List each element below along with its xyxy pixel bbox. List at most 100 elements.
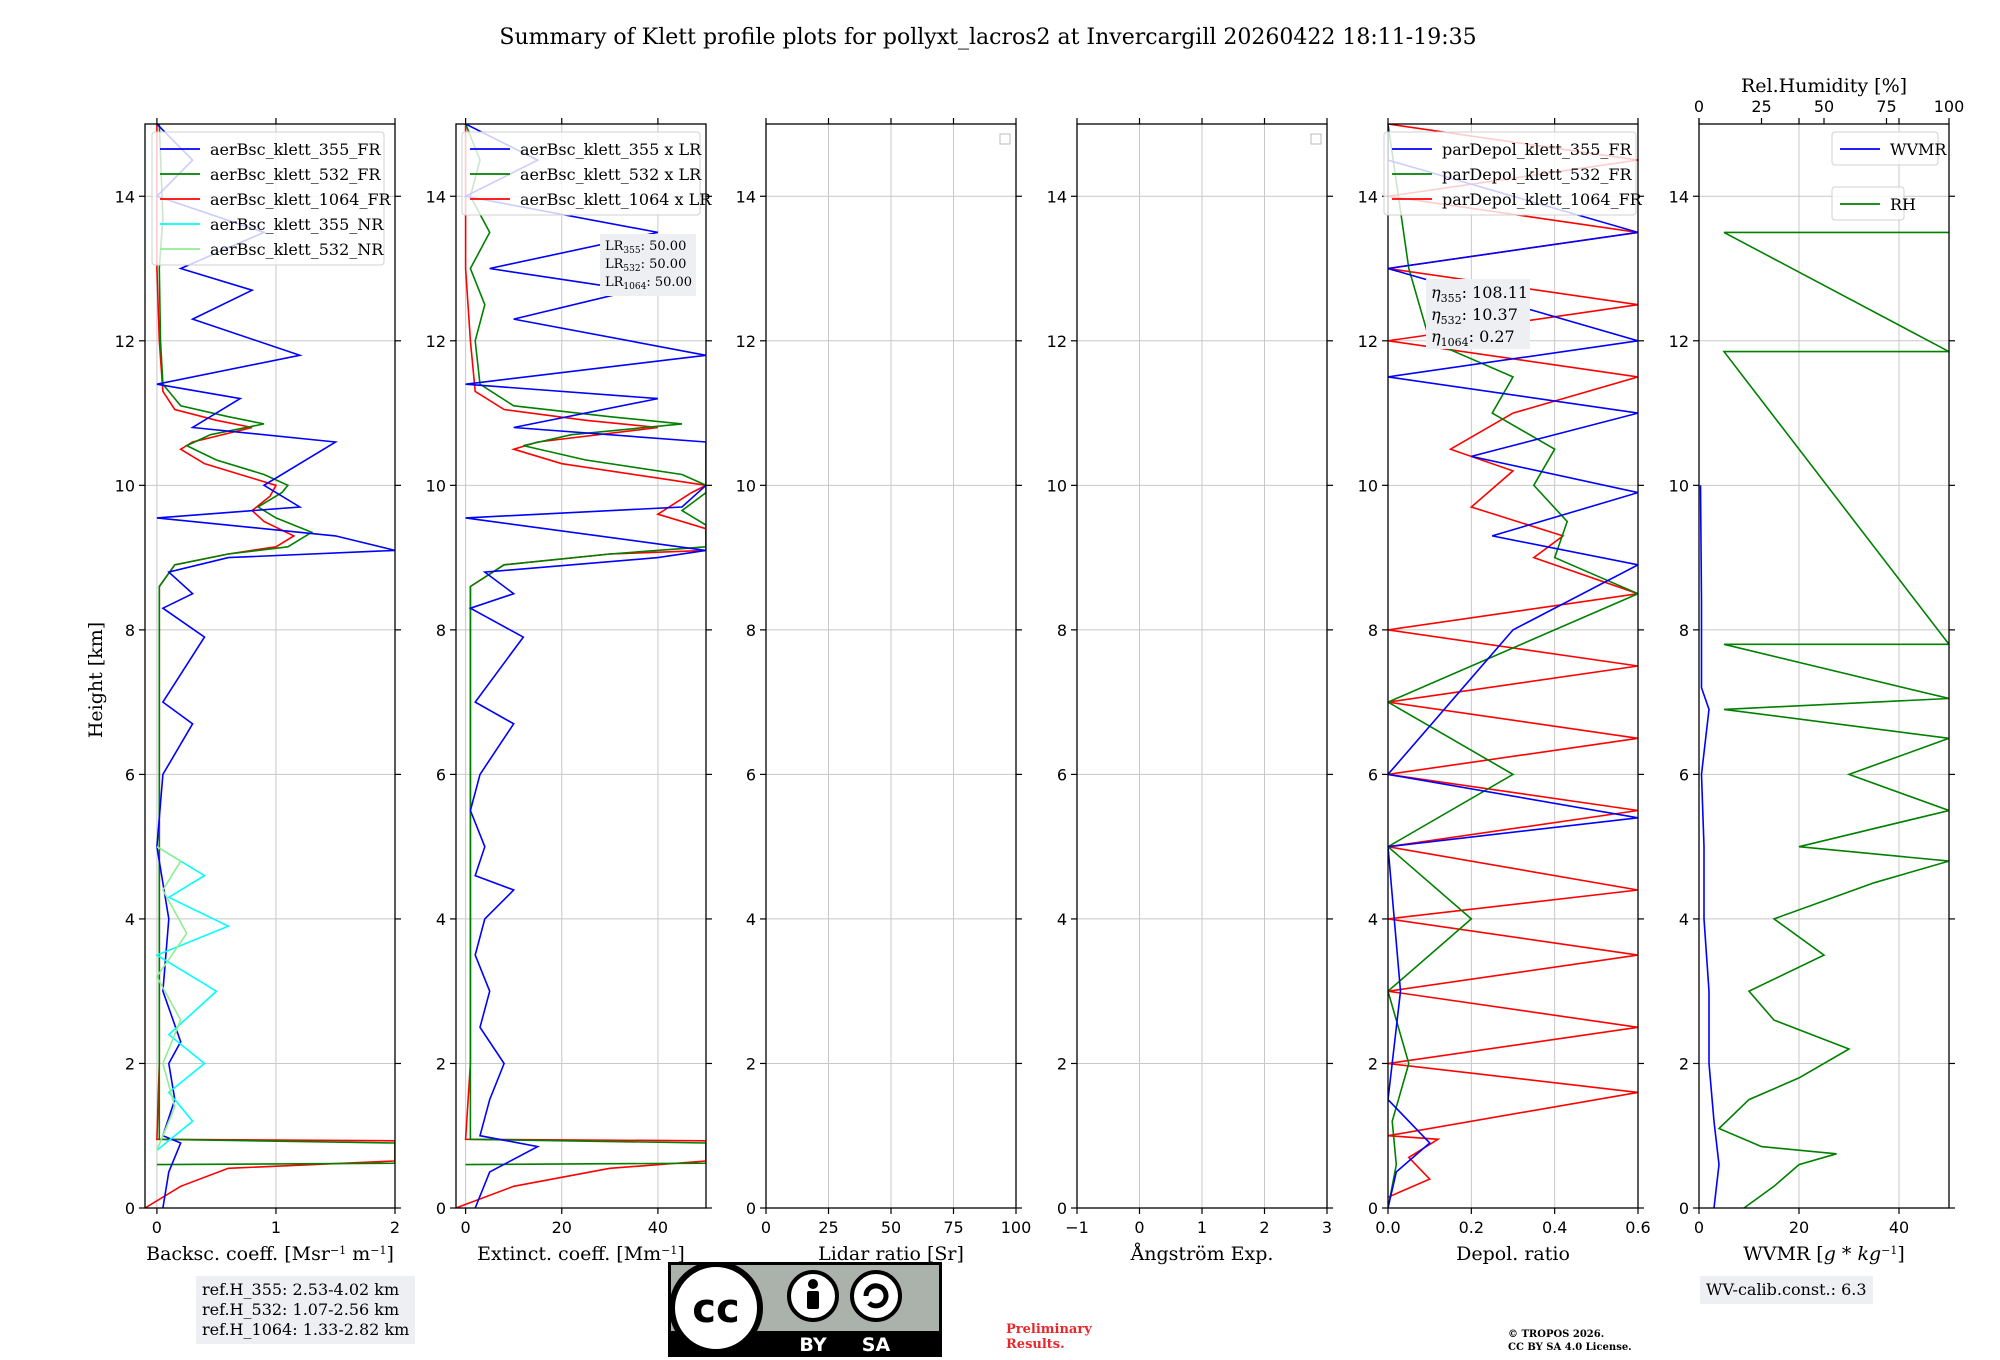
eta-box-bg: [1426, 279, 1530, 349]
series-parDepol_klett_532_FR: [1388, 124, 1638, 1208]
y-tick-label: 6: [1057, 765, 1067, 784]
panel-lidar-ratio: 0 25 50 75 100 0 2 4 6 8 10 12 14 Lidar ratio [Sr]: [736, 118, 1032, 1265]
by-label: BY: [799, 1334, 826, 1356]
y-tick-label: 0: [1679, 1199, 1689, 1218]
x-tick-label: 100: [1001, 1218, 1032, 1237]
y-tick-label: 12: [1669, 332, 1689, 351]
panel-wvmr: 0 20 40 0 2 4 6 8 10 12 14 WVMR [g * kg−1] 0 25 50 75 10…: [1669, 75, 1965, 1265]
copyright-line-1: © TROPOS 2026.: [1508, 1329, 1605, 1340]
series-aerBsc_klett_1064_FR: [145, 124, 395, 1208]
axes-frame: [1698, 123, 1950, 1209]
by-person-head: [808, 1279, 818, 1289]
y-tick-label: 14: [426, 187, 446, 206]
preliminary-line-2: Results.: [1006, 1337, 1065, 1352]
x-tick-label: 0: [152, 1218, 162, 1237]
panel-extinction: 0 20 40 0 2 4 6 8 10 12 14 Extinct. coeff. [Mm−1]: [426, 118, 712, 1265]
legend-empty-angstrom: [1310, 133, 1322, 145]
x-axis-label: Lidar ratio [Sr]: [818, 1243, 964, 1265]
axes-frame: [765, 123, 1017, 1209]
y-tick-label: 8: [1368, 621, 1378, 640]
x-tick-label: 2: [1259, 1218, 1269, 1237]
legend-label: aerBsc_klett_532_FR: [210, 165, 381, 184]
cc-by-sa-badge: cc BY SA: [668, 1262, 942, 1357]
y-tick-label: 8: [1057, 621, 1067, 640]
y-tick-label: 4: [746, 910, 756, 929]
y-tick-label: 4: [1057, 910, 1067, 929]
y-tick-label: 0: [436, 1199, 446, 1218]
y-tick-label: 2: [436, 1054, 446, 1073]
y-tick-label: 10: [1047, 476, 1067, 495]
legend-label: aerBsc_klett_355 x LR: [520, 140, 702, 159]
y-tick-label: 2: [125, 1054, 135, 1073]
y-axis-label: Height [km]: [85, 622, 107, 738]
legend-box: [1831, 131, 1939, 166]
legend-label: aerBsc_klett_355_NR: [210, 215, 384, 234]
legend-rh: RH: [1831, 186, 1916, 221]
y-tick-label: 14: [1669, 187, 1689, 206]
figure-title: Summary of Klett profile plots for polly…: [499, 25, 1476, 50]
sa-share-icon: [850, 1270, 902, 1322]
rh-tick-label: 25: [1751, 97, 1771, 116]
y-tick-label: 6: [746, 765, 756, 784]
y-tick-label: 10: [736, 476, 756, 495]
y-tick-label: 14: [115, 187, 135, 206]
axes-frame: [1076, 123, 1328, 1209]
y-tick-label: 2: [746, 1054, 756, 1073]
legend-label: parDepol_klett_355_FR: [1442, 140, 1633, 159]
panel-depol: 0.0 0.2 0.4 0.6 0 2 4 6 8 10 12 14 Depol. ratio: [1358, 118, 1651, 1265]
x-axis-label: Depol. ratio: [1456, 1243, 1570, 1265]
preliminary-line-1: Preliminary: [1006, 1322, 1092, 1337]
lr-line-1064: LR1064: 50.00: [605, 275, 692, 292]
preliminary-note: Preliminary Results.: [1006, 1322, 1092, 1352]
legend-wvmr: WVMR: [1831, 131, 1947, 166]
y-tick-label: 12: [426, 332, 446, 351]
rh-tick-label: 50: [1814, 97, 1834, 116]
eta-line-532: η532: 10.37: [1431, 305, 1518, 327]
x-tick-label: −1: [1065, 1218, 1089, 1237]
y-tick-label: 2: [1057, 1054, 1067, 1073]
x-tick-label: 20: [552, 1218, 572, 1237]
ref-height-532: ref.H_532: 1.07-2.56 km: [202, 1300, 400, 1319]
y-tick-label: 12: [736, 332, 756, 351]
y-tick-label: 14: [1047, 187, 1067, 206]
legend-label: parDepol_klett_532_FR: [1442, 165, 1633, 184]
axes-frame: [455, 123, 707, 1209]
x-tick-label: 3: [1322, 1218, 1332, 1237]
wv-calib-box: WV-calib.const.: 6.3: [1700, 1276, 1873, 1304]
y-tick-label: 8: [125, 621, 135, 640]
eta-line-1064: η1064: 0.27: [1431, 327, 1515, 349]
copyright-note: © TROPOS 2026. CC BY SA 4.0 License.: [1508, 1328, 1632, 1354]
y-tick-label: 6: [125, 765, 135, 784]
x-tick-label: 0: [461, 1218, 471, 1237]
y-tick-label: 10: [115, 476, 135, 495]
y-tick-label: 12: [115, 332, 135, 351]
lr-line-355: LR355: 50.00: [605, 239, 686, 256]
y-tick-label: 12: [1358, 332, 1378, 351]
x-tick-label: 0: [1694, 1218, 1704, 1237]
ref-heights-box: ref.H_355: 2.53-4.02 km ref.H_532: 1.07-…: [196, 1276, 416, 1344]
lr-box-bg: [600, 234, 696, 296]
x-tick-label: 1: [271, 1218, 281, 1237]
x-tick-label: 2: [390, 1218, 400, 1237]
axes-frame: [144, 123, 396, 1209]
x-axis-label: WVMR [g * kg−1]: [1743, 1243, 1905, 1265]
x-axis-label: Extinct. coeff. [Mm−1]: [477, 1243, 685, 1265]
y-tick-label: 6: [1679, 765, 1689, 784]
y-tick-label: 0: [125, 1199, 135, 1218]
legend-box: [1383, 131, 1637, 216]
legend-depol: parDepol_klett_355_FR parDepol_klett_532_…: [1383, 131, 1643, 216]
x-tick-label: 0.6: [1625, 1218, 1650, 1237]
rh-tick-label: 75: [1876, 97, 1896, 116]
legend-label: aerBsc_klett_1064_FR: [210, 190, 392, 209]
legend-extinction: aerBsc_klett_355 x LR aerBsc_klett_532 x …: [461, 131, 712, 216]
y-tick-label: 0: [746, 1199, 756, 1218]
x-tick-label: 0.2: [1459, 1218, 1484, 1237]
series-WVMR: [1699, 485, 1720, 1208]
y-tick-label: 14: [736, 187, 756, 206]
cc-icon-text: cc: [692, 1286, 739, 1332]
series-RH: [1717, 231, 1949, 1208]
